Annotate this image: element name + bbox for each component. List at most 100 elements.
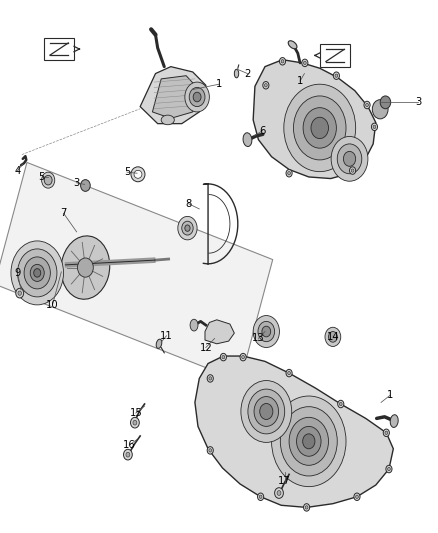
Circle shape	[343, 151, 356, 166]
Circle shape	[254, 397, 279, 426]
Circle shape	[333, 72, 339, 79]
Ellipse shape	[390, 415, 398, 427]
Circle shape	[288, 172, 290, 175]
Circle shape	[383, 429, 389, 437]
Circle shape	[248, 389, 285, 434]
Circle shape	[78, 258, 93, 277]
Circle shape	[386, 465, 392, 473]
Circle shape	[364, 101, 370, 109]
Polygon shape	[0, 163, 273, 381]
Circle shape	[305, 506, 308, 509]
Circle shape	[338, 400, 344, 408]
Circle shape	[328, 332, 337, 342]
Circle shape	[258, 321, 275, 342]
Circle shape	[240, 353, 246, 361]
Circle shape	[207, 375, 213, 382]
Text: 11: 11	[160, 331, 173, 341]
Text: 17: 17	[278, 476, 291, 486]
Text: 1: 1	[216, 79, 222, 89]
Circle shape	[311, 117, 328, 139]
Text: 6: 6	[260, 126, 266, 135]
Circle shape	[280, 407, 337, 476]
Text: 9: 9	[14, 268, 21, 278]
Circle shape	[259, 495, 262, 498]
Circle shape	[304, 61, 306, 64]
FancyBboxPatch shape	[320, 44, 350, 67]
Ellipse shape	[243, 133, 252, 147]
Circle shape	[193, 92, 201, 102]
Polygon shape	[205, 320, 234, 344]
Circle shape	[286, 369, 292, 377]
Circle shape	[131, 417, 139, 428]
Circle shape	[293, 96, 346, 160]
Text: 13: 13	[252, 334, 265, 343]
Text: 10: 10	[46, 300, 59, 310]
Circle shape	[286, 169, 292, 177]
Text: 1: 1	[297, 76, 303, 86]
Circle shape	[178, 216, 197, 240]
Text: 16: 16	[123, 440, 136, 450]
Ellipse shape	[134, 171, 142, 178]
Text: 15: 15	[129, 408, 142, 418]
Circle shape	[272, 396, 346, 487]
Circle shape	[209, 377, 212, 380]
Circle shape	[126, 452, 130, 457]
Circle shape	[133, 420, 137, 425]
Text: 5: 5	[39, 172, 45, 182]
Circle shape	[339, 402, 342, 406]
Circle shape	[356, 495, 358, 498]
Text: 4: 4	[14, 166, 21, 175]
Circle shape	[34, 269, 41, 277]
Text: 8: 8	[185, 199, 191, 208]
Circle shape	[351, 169, 354, 172]
Circle shape	[81, 180, 90, 191]
Circle shape	[209, 449, 212, 452]
Circle shape	[366, 103, 368, 107]
Circle shape	[279, 58, 286, 65]
Circle shape	[260, 403, 273, 419]
FancyBboxPatch shape	[44, 38, 74, 60]
Circle shape	[372, 100, 388, 119]
Circle shape	[337, 144, 362, 174]
Circle shape	[30, 264, 44, 281]
Circle shape	[325, 327, 341, 346]
Ellipse shape	[61, 236, 110, 299]
Circle shape	[11, 241, 64, 305]
Text: 3: 3	[415, 98, 421, 107]
Circle shape	[222, 356, 225, 359]
Text: 1: 1	[387, 391, 393, 400]
Circle shape	[124, 449, 132, 460]
Circle shape	[220, 353, 226, 361]
Circle shape	[302, 59, 308, 67]
Circle shape	[258, 493, 264, 500]
Ellipse shape	[131, 167, 145, 182]
Text: 12: 12	[199, 343, 212, 352]
Circle shape	[288, 372, 290, 375]
Circle shape	[207, 447, 213, 454]
Circle shape	[189, 87, 205, 107]
Circle shape	[265, 84, 267, 87]
Circle shape	[289, 417, 328, 465]
Polygon shape	[140, 67, 206, 124]
Text: 14: 14	[327, 332, 339, 342]
Circle shape	[185, 82, 209, 112]
Circle shape	[18, 249, 57, 297]
Ellipse shape	[161, 115, 174, 125]
Ellipse shape	[156, 339, 162, 349]
Ellipse shape	[288, 41, 297, 49]
Circle shape	[331, 136, 368, 181]
Polygon shape	[195, 356, 393, 507]
Circle shape	[253, 316, 279, 348]
Circle shape	[371, 123, 378, 131]
Circle shape	[263, 82, 269, 89]
Circle shape	[335, 74, 338, 77]
Polygon shape	[253, 60, 376, 179]
Circle shape	[281, 60, 284, 63]
Circle shape	[275, 488, 283, 498]
Circle shape	[241, 381, 292, 442]
Circle shape	[242, 356, 244, 359]
Text: 3: 3	[74, 178, 80, 188]
Text: 2: 2	[244, 69, 251, 78]
Circle shape	[373, 125, 376, 128]
Circle shape	[284, 84, 356, 172]
